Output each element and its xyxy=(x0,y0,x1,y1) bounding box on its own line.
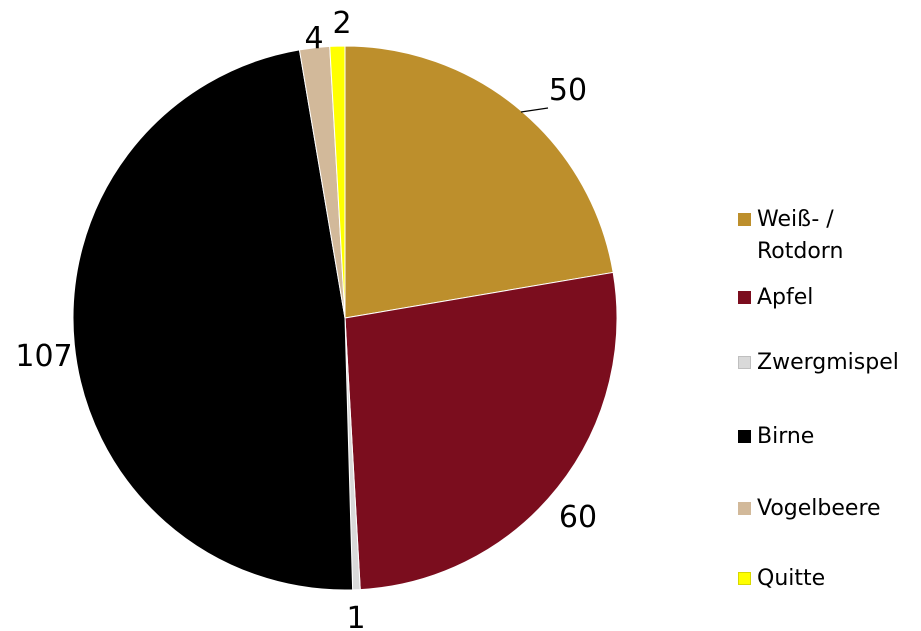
legend-swatch-zwergmispel xyxy=(738,356,751,369)
legend-item-quitte: Quitte xyxy=(738,563,907,595)
legend-label-quitte: Quitte xyxy=(757,566,826,591)
legend-item-apfel: Apfel xyxy=(738,282,907,314)
legend-item-weissdorn: Weiß- / Rotdorn xyxy=(738,204,907,268)
legend-label-birne: Birne xyxy=(757,424,815,449)
data-label-zwergmispel: 1 xyxy=(346,601,365,631)
legend-item-birne: Birne xyxy=(738,421,907,453)
data-label-quitte: 2 xyxy=(332,6,351,41)
legend-label-apfel: Apfel xyxy=(757,285,814,310)
pie-slice-birne xyxy=(72,49,354,591)
legend-swatch-quitte xyxy=(738,572,751,585)
pie-slice-quitte xyxy=(329,45,346,319)
data-label-apfel: 60 xyxy=(559,500,597,535)
pie-slice-weissdorn xyxy=(344,45,614,319)
leader-line-weissdorn xyxy=(520,107,549,113)
legend-swatch-vogelbeere xyxy=(738,502,751,515)
legend-swatch-apfel xyxy=(738,291,751,304)
pie-slice-apfel xyxy=(344,271,618,591)
legend-swatch-weissdorn xyxy=(738,213,751,226)
legend-label-weissdorn: Weiß- / Rotdorn xyxy=(757,207,844,264)
legend-item-zwergmispel: Zwergmispel xyxy=(738,347,907,379)
legend-label-vogelbeere: Vogelbeere xyxy=(757,496,881,521)
data-label-vogelbeere: 4 xyxy=(304,21,323,56)
legend-label-zwergmispel: Zwergmispel xyxy=(757,350,899,375)
legend-item-vogelbeere: Vogelbeere xyxy=(738,493,907,525)
legend-swatch-birne xyxy=(738,430,751,443)
data-label-birne: 107 xyxy=(15,339,72,374)
data-label-weissdorn: 50 xyxy=(549,73,587,108)
